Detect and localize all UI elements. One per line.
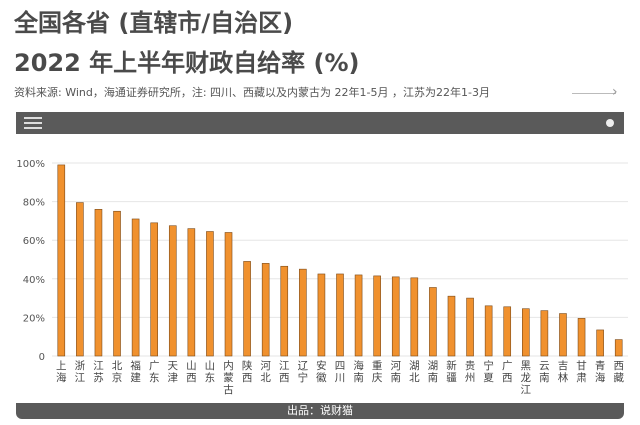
chevron-right-icon[interactable]: › (612, 84, 618, 100)
bar-西藏 (614, 339, 623, 357)
x-tick-label: 广东 (149, 360, 160, 384)
bar-上海 (57, 164, 66, 357)
bar-湖北 (410, 277, 419, 357)
bar-宁夏 (484, 305, 493, 357)
bar-天津 (168, 225, 177, 357)
bar-福建 (131, 218, 140, 357)
bar-海南 (354, 274, 363, 357)
x-tick-label: 浙江 (75, 360, 86, 384)
y-tick-label: 60% (23, 236, 45, 247)
bar-重庆 (373, 275, 381, 357)
bar-新疆 (447, 295, 456, 357)
bar-云南 (540, 310, 549, 357)
x-tick-label: 江西 (279, 360, 290, 384)
bar-江苏 (94, 209, 103, 357)
x-tick-label: 内蒙古 (223, 359, 234, 396)
x-tick-label: 青海 (595, 359, 606, 384)
bar-黑龙江 (522, 308, 530, 357)
x-tick-label: 江苏 (93, 360, 104, 384)
x-tick-label: 湖南 (428, 360, 439, 384)
x-tick-label: 山东 (205, 360, 216, 384)
bar-安徽 (317, 273, 326, 357)
bar-河南 (391, 276, 400, 357)
x-tick-label: 西藏 (613, 360, 624, 384)
bar-山西 (187, 228, 196, 357)
x-tick-label: 云南 (539, 360, 550, 384)
bar-江西 (280, 265, 289, 357)
x-tick-label: 天津 (168, 360, 179, 384)
x-tick-label: 宁夏 (483, 359, 494, 384)
chart-toolbar (16, 112, 624, 134)
x-tick-label: 湖北 (409, 360, 420, 384)
footer-credit: 出品：说财猫 (16, 403, 624, 419)
x-tick-label: 重庆 (372, 359, 383, 384)
bar-广西 (503, 306, 512, 357)
y-tick-label: 100% (16, 159, 45, 170)
circle-dot-icon[interactable] (606, 119, 614, 127)
x-tick-label: 河南 (390, 360, 401, 384)
x-tick-label: 北京 (112, 360, 123, 384)
x-tick-label: 山西 (186, 360, 197, 384)
x-tick-label: 陕西 (242, 359, 253, 384)
bar-贵州 (466, 297, 474, 357)
bar-吉林 (559, 313, 567, 357)
x-tick-label: 贵州 (465, 359, 476, 384)
x-tick-label: 甘肃 (576, 359, 587, 384)
bar-湖南 (429, 287, 437, 357)
x-tick-label: 辽宁 (298, 360, 309, 384)
x-tick-label: 海南 (353, 359, 364, 384)
x-tick-label: 黑龙江 (521, 360, 532, 396)
x-tick-label: 安徽 (316, 359, 327, 384)
bar-广东 (150, 222, 158, 357)
bar-河北 (261, 263, 270, 357)
x-tick-label: 上海 (56, 360, 67, 384)
bar-山东 (206, 231, 214, 357)
bar-甘肃 (577, 318, 586, 357)
chart-title-line2: 2022 年上半年财政自给率 (%) (14, 49, 360, 77)
bar-四川 (336, 273, 344, 357)
source-note: 资料来源: Wind，海通证券研究所，注: 四川、西藏以及内蒙古为 22年1-5… (14, 86, 490, 99)
bar-浙江 (76, 202, 84, 357)
x-tick-label: 吉林 (558, 360, 569, 384)
x-tick-label: 河北 (260, 360, 271, 384)
bar-陕西 (243, 261, 251, 357)
chart-title-line1: 全国各省 (直辖市/自治区) (14, 9, 294, 37)
y-tick-label: 20% (23, 313, 45, 324)
y-tick-label: 0 (39, 352, 45, 363)
bar-内蒙古 (224, 232, 233, 357)
x-tick-label: 福建 (130, 359, 141, 384)
bar-辽宁 (299, 268, 307, 357)
source-divider-line (572, 93, 616, 94)
y-tick-label: 40% (23, 275, 45, 286)
x-tick-label: 四川 (335, 360, 346, 384)
x-tick-label: 广西 (502, 360, 513, 384)
bar-北京 (113, 210, 121, 357)
hamburger-menu-icon[interactable] (24, 117, 42, 129)
bar-青海 (596, 329, 604, 357)
x-tick-label: 新疆 (446, 359, 457, 384)
y-tick-label: 80% (23, 198, 45, 209)
